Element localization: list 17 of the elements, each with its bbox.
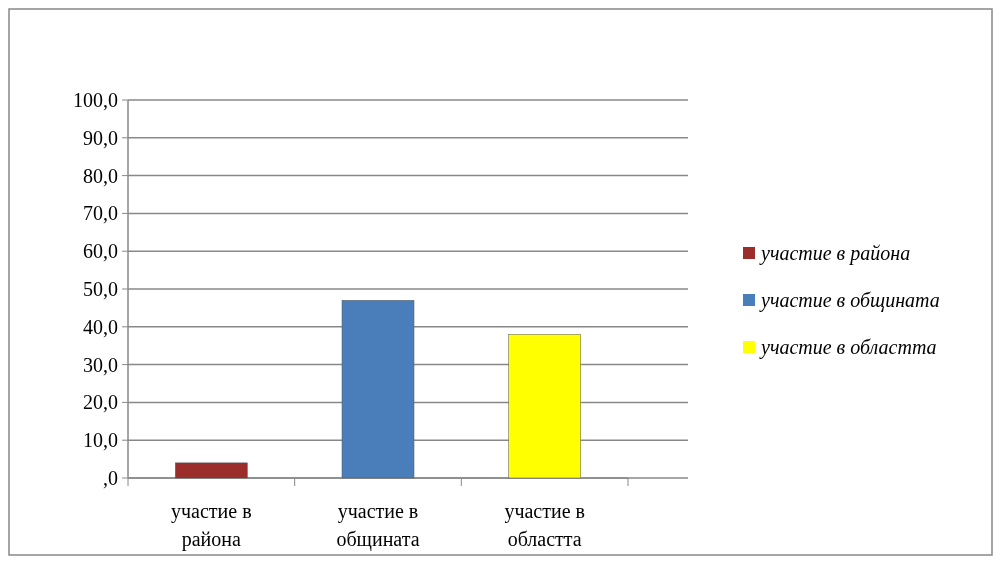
y-tick-label: 20,0 bbox=[83, 391, 118, 414]
y-tick-label: 30,0 bbox=[83, 353, 118, 376]
y-tick-label: ,0 bbox=[103, 467, 118, 489]
x-tick-label: участие в района bbox=[171, 500, 252, 551]
y-tick-label: 60,0 bbox=[83, 240, 118, 263]
legend-label: участие в района bbox=[759, 242, 911, 265]
y-tick-label: 80,0 bbox=[83, 164, 118, 187]
y-tick-label: 90,0 bbox=[83, 126, 118, 149]
y-tick-label: 40,0 bbox=[83, 315, 118, 338]
y-tick-label: 100,0 bbox=[73, 89, 118, 111]
legend-label: участие в областта bbox=[759, 336, 937, 359]
y-tick-label: 50,0 bbox=[83, 278, 118, 300]
y-tick-label: 70,0 bbox=[83, 202, 118, 225]
legend-label: участие в общината bbox=[759, 289, 940, 312]
x-tick-label: участие в общината bbox=[336, 500, 420, 551]
x-tick-label: участие в областта bbox=[504, 500, 585, 550]
y-tick-label: 10,0 bbox=[83, 429, 118, 452]
